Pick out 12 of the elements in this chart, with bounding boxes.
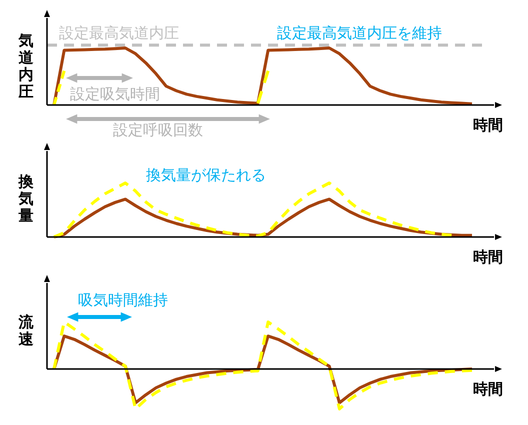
y-axis-title: 換気量 [18, 172, 34, 224]
y-axis-title: 気道内圧 [18, 32, 34, 100]
annotation: 換気量が保たれる [146, 166, 266, 184]
y-axis-title: 流速 [18, 313, 34, 348]
x-axis-title: 時間 [473, 248, 503, 266]
x-axis-title: 時間 [473, 116, 503, 134]
text: 設定最高気道内圧を維持 [277, 24, 442, 42]
ref-line-label: 設定最高気道内圧 [59, 24, 179, 42]
text: 設定呼吸回数 [113, 121, 203, 139]
x-axis-title: 時間 [473, 380, 503, 398]
text: 吸気時間維持 [78, 291, 168, 309]
annotation: 設定吸気時間 [70, 85, 160, 103]
